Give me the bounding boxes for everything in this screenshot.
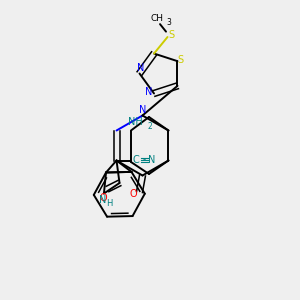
- Text: S: S: [177, 55, 184, 65]
- Text: N: N: [99, 195, 106, 205]
- Text: S: S: [168, 30, 174, 40]
- Text: 2: 2: [148, 122, 152, 131]
- Text: 3: 3: [167, 17, 171, 26]
- Text: NH: NH: [128, 117, 142, 127]
- Text: CH: CH: [151, 14, 164, 22]
- Text: N: N: [139, 105, 146, 115]
- Text: O: O: [129, 189, 137, 200]
- Text: O: O: [100, 193, 107, 203]
- Text: H: H: [106, 200, 112, 208]
- Text: N: N: [148, 155, 156, 165]
- Text: N: N: [137, 63, 145, 73]
- Text: N: N: [145, 87, 152, 97]
- Text: C: C: [133, 155, 140, 165]
